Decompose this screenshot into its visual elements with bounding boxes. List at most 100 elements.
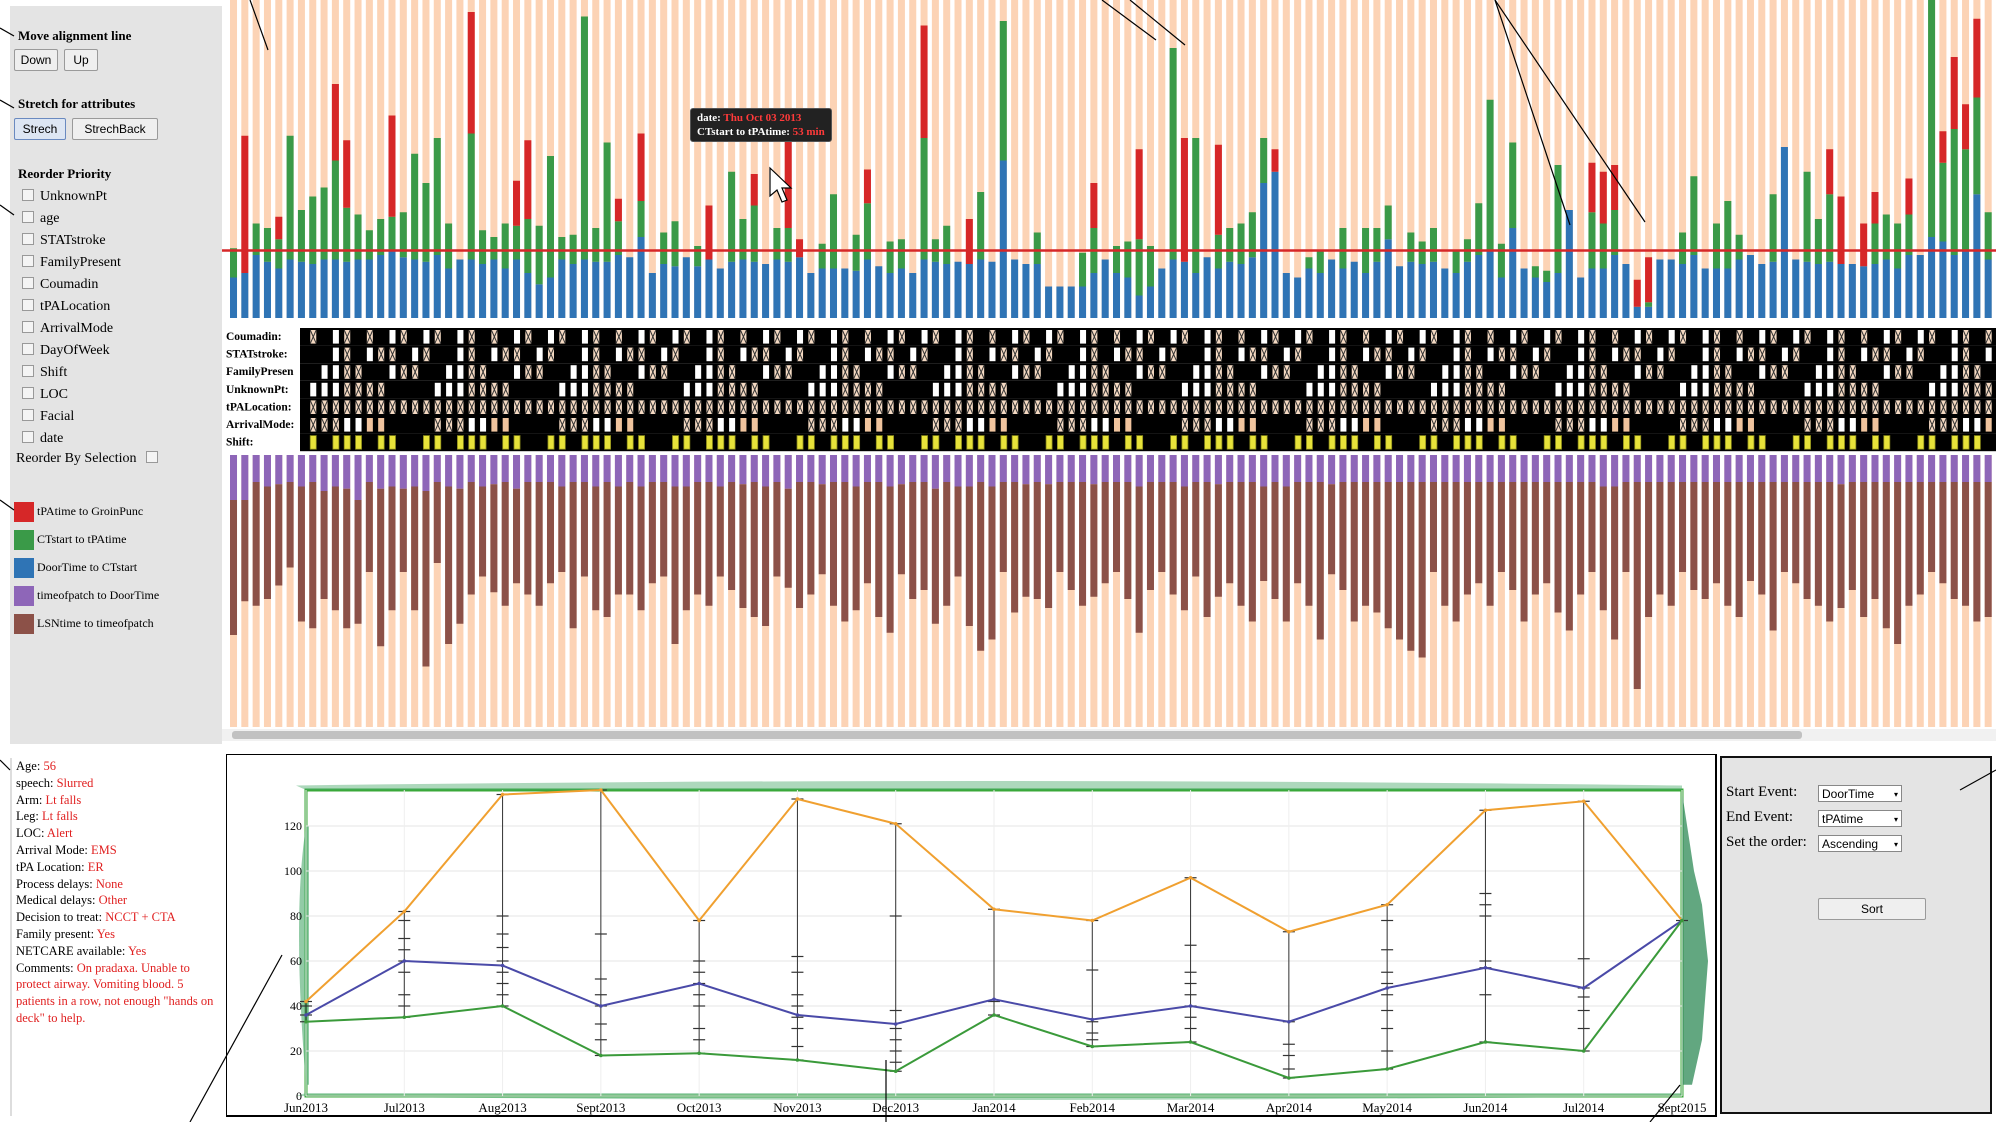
priority-item[interactable]: Coumadin: [22, 276, 98, 294]
bar-segment-p: [1282, 455, 1290, 487]
heatmap-cross: [615, 329, 623, 344]
priority-checkbox[interactable]: [22, 299, 34, 311]
up-button[interactable]: Up: [64, 49, 98, 71]
heatmap-cell-yellow: [1045, 435, 1053, 450]
bar-segment-g: [818, 243, 826, 269]
priority-item[interactable]: date: [22, 430, 63, 448]
heatmap-cross: [1804, 417, 1812, 432]
sort-button[interactable]: Sort: [1818, 898, 1926, 920]
heatmap-cross: [1747, 382, 1755, 397]
stretchback-button[interactable]: StrechBack: [72, 118, 158, 140]
bar-segment-p: [1328, 455, 1336, 485]
order-select[interactable]: Ascending ▾: [1818, 835, 1902, 852]
heatmap-cell-yellow: [875, 435, 883, 450]
stretch-button[interactable]: Strech: [14, 118, 66, 140]
start-event-select[interactable]: DoorTime ▾: [1818, 785, 1902, 802]
bar-segment-g: [365, 230, 373, 260]
bar-segment-m: [1135, 486, 1143, 633]
heatmap-cell-white: [1215, 418, 1222, 432]
bar-segment-g: [784, 228, 792, 262]
priority-item[interactable]: FamilyPresent: [22, 254, 121, 272]
priority-item[interactable]: DayOfWeek: [22, 342, 110, 360]
priority-checkbox[interactable]: [22, 321, 34, 333]
bar-segment-g: [920, 138, 928, 260]
reorder-by-selection-checkbox[interactable]: [146, 451, 159, 463]
bar-segment-b: [1814, 264, 1822, 318]
priority-checkbox[interactable]: [22, 343, 34, 355]
priority-checkbox[interactable]: [22, 387, 34, 399]
bar-column-background: [399, 455, 407, 727]
bar-segment-g: [886, 241, 894, 273]
priority-item[interactable]: Shift: [22, 364, 67, 382]
heatmap-cross: [1724, 364, 1732, 380]
heatmap-cross: [1973, 364, 1981, 380]
priority-checkbox[interactable]: [22, 211, 34, 223]
heatmap-cross: [1000, 382, 1008, 397]
priority-item[interactable]: LOC: [22, 386, 68, 404]
bar-segment-g: [479, 230, 487, 264]
priority-checkbox[interactable]: [22, 365, 34, 377]
bar-column-background: [275, 455, 283, 727]
end-event-select[interactable]: tPAtime ▾: [1818, 810, 1902, 827]
bar-segment-g: [1826, 194, 1834, 262]
heatmap-cross: [581, 417, 589, 432]
bar-column-background: [1192, 455, 1200, 727]
heatmap-cross: [1045, 400, 1053, 415]
heatmap-cell-white: [1317, 365, 1324, 379]
bar-segment-p: [1180, 455, 1188, 487]
bar-segment-p: [241, 455, 249, 500]
heatmap-cross: [887, 400, 895, 415]
bar-segment-m: [1101, 482, 1109, 584]
heatmap-cross: [1973, 400, 1981, 415]
heatmap-cross: [1022, 400, 1030, 415]
heatmap-cell-white: [1691, 365, 1698, 379]
heatmap-cell-white: [853, 418, 860, 432]
priority-item[interactable]: tPALocation: [22, 298, 110, 316]
bar-segment-p: [1792, 455, 1800, 482]
priority-checkbox[interactable]: [22, 233, 34, 245]
heatmap-cross: [1985, 400, 1993, 415]
bar-column-background: [1746, 455, 1754, 727]
priority-item[interactable]: STATstroke: [22, 232, 106, 250]
heatmap-cross: [1283, 364, 1291, 380]
heatmap-cross: [785, 400, 793, 415]
priority-checkbox[interactable]: [22, 255, 34, 267]
heatmap-cross: [1781, 364, 1789, 380]
bar-column-background: [1226, 455, 1234, 727]
line-point: [1581, 799, 1586, 804]
bar-segment-p: [1543, 455, 1551, 482]
heatmap-cell-yellow: [1928, 435, 1936, 450]
bar-segment-r: [1090, 183, 1098, 228]
priority-checkbox[interactable]: [22, 277, 34, 289]
scrollbar-thumb[interactable]: [232, 731, 1802, 739]
bar-column-background: [1690, 455, 1698, 727]
bar-column-background: [648, 455, 656, 727]
bar-segment-g: [524, 219, 532, 273]
priority-checkbox[interactable]: [22, 189, 34, 201]
heatmap-cross: [1351, 400, 1359, 415]
down-button[interactable]: Down: [14, 49, 58, 71]
priority-item[interactable]: ArrivalMode: [22, 320, 113, 338]
reorder-by-selection[interactable]: Reorder By Selection: [16, 450, 164, 468]
heatmap-cross: [1136, 400, 1144, 415]
bar-segment-p: [807, 455, 815, 482]
bar-segment-b: [535, 284, 543, 318]
heatmap-cell-yellow: [468, 435, 476, 450]
priority-item[interactable]: Facial: [22, 408, 74, 426]
x-tick-label: May2014: [1362, 1100, 1412, 1115]
heatmap-cell-white: [695, 382, 702, 397]
priority-checkbox[interactable]: [22, 431, 34, 443]
heatmap-row-label: tPALocation:: [226, 401, 292, 413]
bar-segment-m: [1237, 482, 1245, 606]
bar-segment-p: [705, 455, 713, 482]
priority-item[interactable]: age: [22, 210, 59, 228]
heatmap-cell-white: [1464, 418, 1471, 432]
bar-segment-m: [275, 484, 283, 586]
bar-segment-b: [965, 264, 973, 318]
heatmap-cross: [1475, 364, 1483, 380]
heatmap-cross: [1645, 364, 1653, 380]
heatmap-cross: [570, 417, 578, 432]
priority-checkbox[interactable]: [22, 409, 34, 421]
bar-segment-m: [750, 482, 758, 617]
priority-item[interactable]: UnknownPt: [22, 188, 107, 206]
